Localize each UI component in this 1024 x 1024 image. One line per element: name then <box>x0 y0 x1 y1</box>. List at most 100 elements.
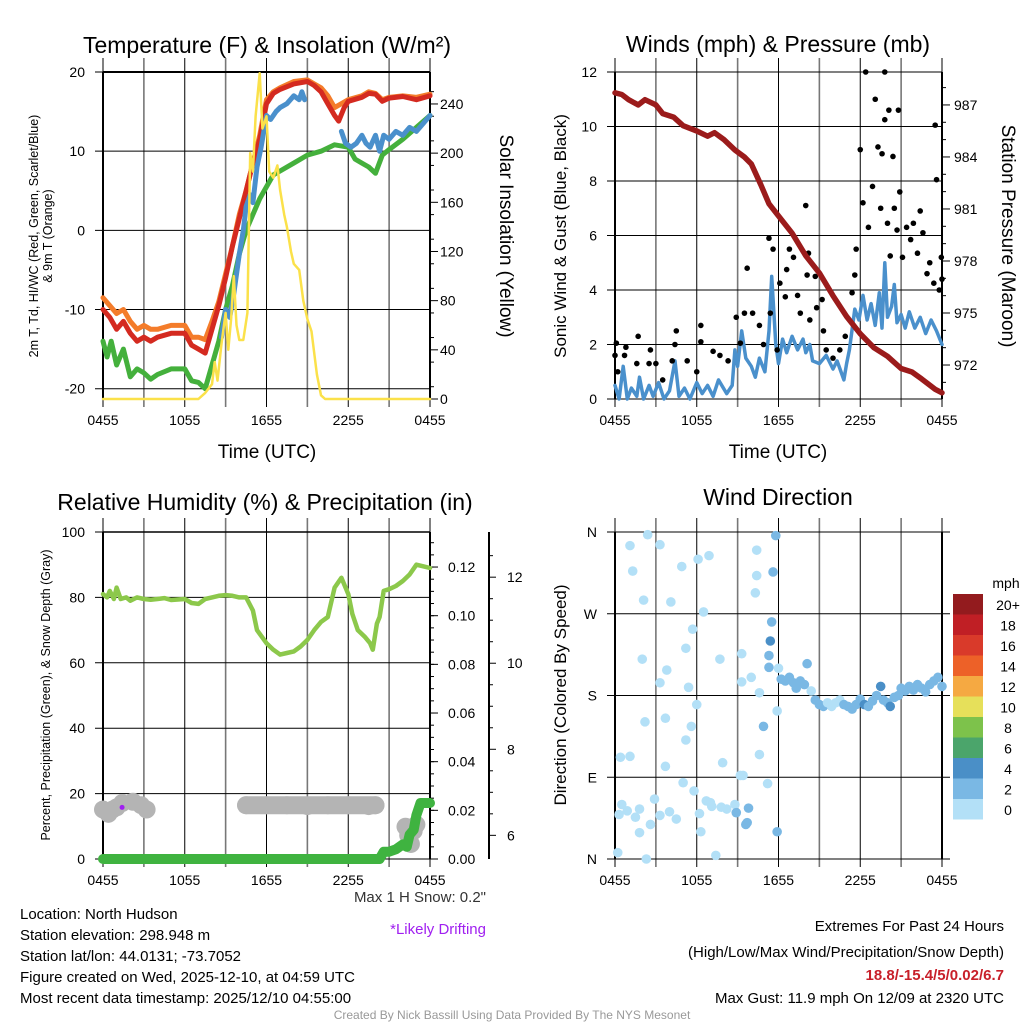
wind-direction-point <box>751 570 762 581</box>
x-tick-label: 2255 <box>845 872 876 888</box>
precip-tick-label: 0.00 <box>448 851 475 867</box>
gust-point <box>717 352 723 359</box>
wind-direction-point <box>630 812 641 823</box>
wind-direction-point <box>676 561 687 572</box>
y-tick-label: 10 <box>581 119 597 135</box>
gust-point <box>693 368 700 375</box>
y-tick-label: 6 <box>589 228 597 244</box>
gust-point <box>741 310 748 316</box>
colorbar-swatch <box>953 635 983 656</box>
colorbar-swatch <box>953 717 983 738</box>
y-tick-label: 2 <box>589 337 597 353</box>
y2-tick-label: 120 <box>440 243 464 259</box>
temperature-y-axis-title-line2: & 9m T (Orange) <box>41 189 55 282</box>
humidity-plot: 0455 1055 1655 2255 0455 100 80 60 40 20 0 0.12 0.10… <box>62 518 523 888</box>
wind-direction-point <box>664 806 675 817</box>
gust-point <box>895 107 902 113</box>
wind-direction-point <box>634 804 645 814</box>
wind-direction-point <box>875 681 886 692</box>
wc-line <box>338 113 433 154</box>
wind-direction-point <box>683 682 694 693</box>
precip-tick-label: 0.10 <box>448 608 475 624</box>
precip-tick-label: 0.12 <box>448 559 475 575</box>
x-tick-label: 1655 <box>251 872 282 888</box>
wind-direction-point <box>681 735 691 745</box>
wind-direction-point <box>622 806 633 816</box>
gust-point <box>612 352 618 359</box>
wind-direction-point <box>758 721 769 732</box>
x-tick-label: 1655 <box>763 872 794 888</box>
wind-direction-point <box>640 717 650 727</box>
gust-point <box>837 347 843 353</box>
gust-point <box>891 205 898 212</box>
wind-direction-point <box>802 658 812 669</box>
recent-timestamp-text: Most recent data timestamp: 2025/12/10 0… <box>20 990 352 1007</box>
wind-direction-point <box>660 713 671 724</box>
gust-point <box>786 246 793 252</box>
y-tick-label: 0 <box>77 851 85 867</box>
gust-point <box>804 272 810 278</box>
temperature-y-axis-title-line1: 2m T, Td, HI/WC (Red, Green, Scarlet/Blu… <box>27 115 41 358</box>
wind-direction-point <box>689 786 699 796</box>
wind-direction-point <box>655 810 665 821</box>
wind-direction-point <box>937 681 947 692</box>
gust-point <box>684 358 691 364</box>
direction-y-axis-title: Direction (Colored By Speed) <box>551 584 570 805</box>
wind-direction-point <box>885 701 896 712</box>
gust-point <box>917 208 923 214</box>
colorbar-label: 0 <box>1004 802 1012 818</box>
colorbar-label: 20+ <box>996 597 1020 613</box>
max-gust-text: Max Gust: 11.9 mph On 12/09 at 2320 UTC <box>714 990 1004 1007</box>
x-tick-label: 1655 <box>763 412 794 428</box>
latlon-text: Station lat/lon: 44.0131; -73.7052 <box>20 948 242 965</box>
solar-y-axis-title: Solar Insolation (Yellow) <box>495 134 516 337</box>
gust-point <box>899 254 906 261</box>
gust-point <box>830 355 836 361</box>
colorbar-swatch <box>953 778 983 799</box>
station-pressure-line <box>612 90 945 396</box>
direction-tick-label: S <box>588 688 597 704</box>
gust-point <box>790 254 797 261</box>
wind-direction-point <box>871 690 882 701</box>
drifting-marker <box>119 804 125 810</box>
gust-point <box>857 146 864 153</box>
extremes-subtitle: (High/Low/Max Wind/Precipitation/Snow De… <box>688 944 1004 961</box>
gust-point <box>903 224 910 231</box>
wind-direction-point <box>696 826 706 837</box>
extremes-values: 18.8/-15.4/5/0.02/6.7 <box>865 967 1004 984</box>
y-tick-label: 20 <box>69 786 85 802</box>
wind-direction-point <box>772 706 782 716</box>
gust-point <box>823 347 829 353</box>
gust-point <box>623 344 629 351</box>
gust-point <box>774 347 780 353</box>
x-tick-label: 1055 <box>681 872 712 888</box>
gust-point <box>886 107 892 113</box>
gust-point <box>756 322 763 329</box>
gust-point <box>881 69 888 75</box>
colorbar-label: 8 <box>1004 720 1012 736</box>
wind-direction-point <box>933 672 943 683</box>
wind-direction-point <box>736 677 747 687</box>
y-tick-label: 60 <box>69 655 85 671</box>
gust-point <box>862 69 869 75</box>
relative-humidity-line <box>100 562 433 657</box>
credit-text: Created By Nick Bassill Using Data Provi… <box>333 1008 691 1022</box>
colorbar-label: 2 <box>1004 782 1012 798</box>
wind-direction-point <box>706 801 717 812</box>
wind-direction-point <box>750 588 761 598</box>
max-snow-text: Max 1 H Snow: 0.2" <box>353 889 486 906</box>
x-tick-label: 2255 <box>333 872 364 888</box>
x-tick-label: 1055 <box>169 872 200 888</box>
temperature-panel-title: Temperature (F) & Insolation (W/m²) <box>83 32 451 58</box>
wind-direction-point <box>637 654 648 664</box>
wind-direction-point <box>731 807 742 818</box>
gust-point <box>634 360 640 367</box>
x-tick-label: 0455 <box>414 872 445 888</box>
gust-point <box>894 227 900 233</box>
wind-direction-point <box>715 654 725 664</box>
gust-point <box>881 116 888 123</box>
gust-point <box>938 254 945 261</box>
x-tick-label: 0455 <box>414 412 445 428</box>
gust-point <box>673 328 680 334</box>
wind-direction-point <box>736 648 747 659</box>
